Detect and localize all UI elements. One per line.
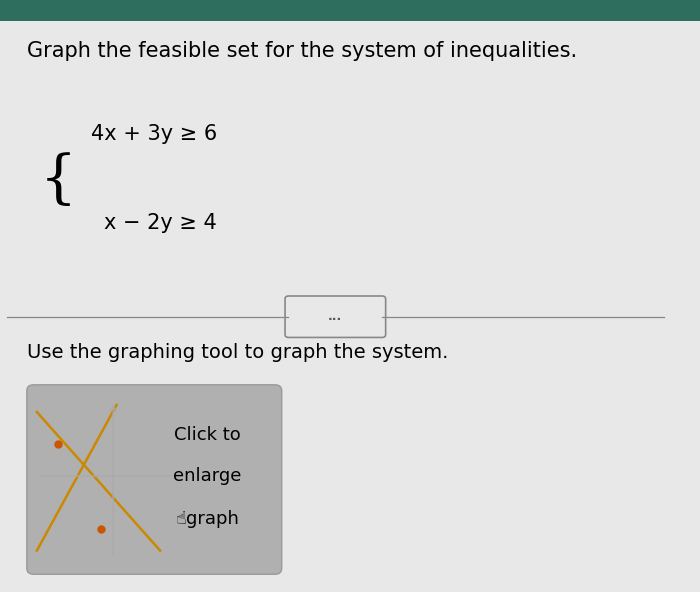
Text: ☝graph: ☝graph	[176, 510, 239, 527]
Text: Click to: Click to	[174, 426, 241, 444]
Text: enlarge: enlarge	[173, 467, 242, 485]
Text: Use the graphing tool to graph the system.: Use the graphing tool to graph the syste…	[27, 343, 448, 362]
FancyBboxPatch shape	[27, 385, 281, 574]
Text: {: {	[40, 153, 78, 208]
Text: x − 2y ≥ 4: x − 2y ≥ 4	[104, 213, 217, 233]
Text: ...: ...	[328, 310, 342, 323]
FancyBboxPatch shape	[285, 296, 386, 337]
Text: 4x + 3y ≥ 6: 4x + 3y ≥ 6	[90, 124, 217, 144]
Text: Graph the feasible set for the system of inequalities.: Graph the feasible set for the system of…	[27, 41, 577, 62]
